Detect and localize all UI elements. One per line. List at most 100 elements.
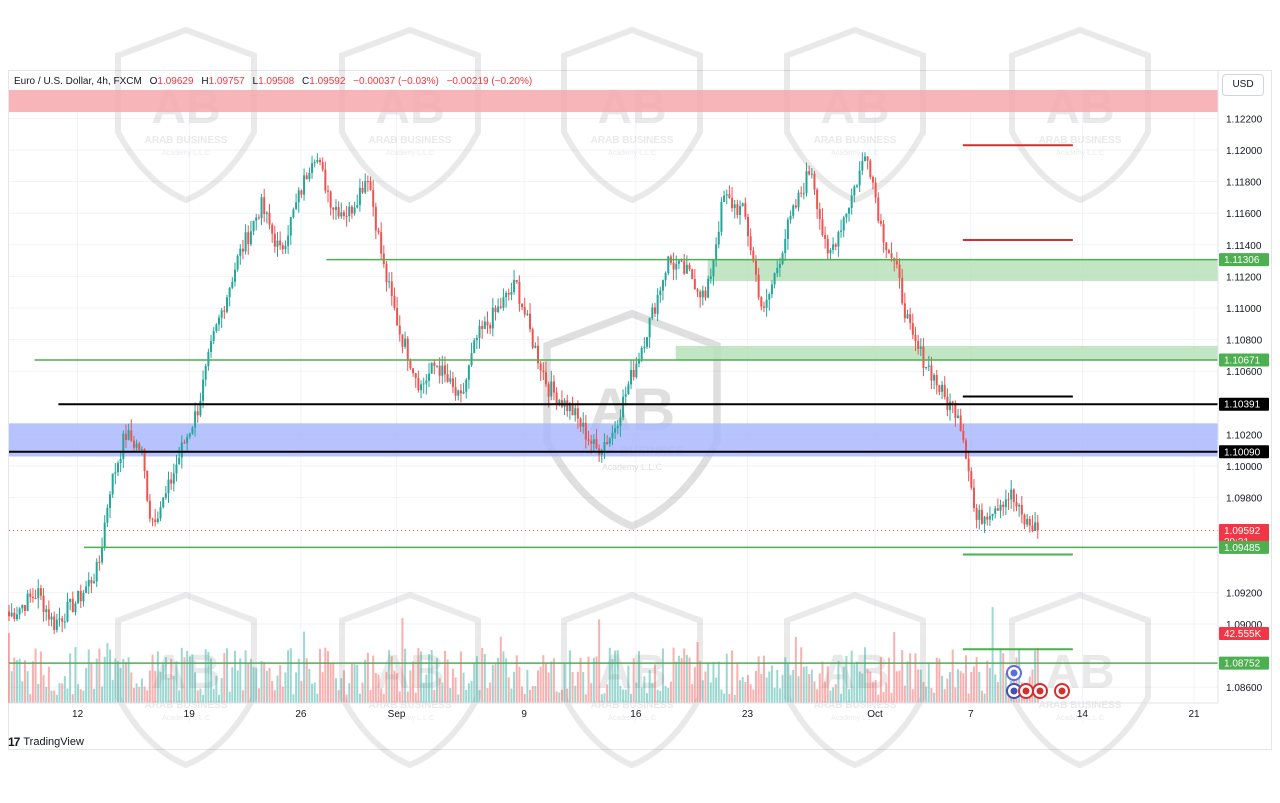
candle [236,255,239,270]
volume-bar [826,666,829,703]
volume-bar [747,675,750,703]
candle [717,231,720,245]
volume-bar [720,689,723,703]
candle [954,403,957,419]
candle [850,195,853,208]
candle [420,384,423,391]
volume-bar [467,683,470,703]
candle [919,346,922,349]
svg-text:1.08752: 1.08752 [1224,659,1261,670]
volume-bar [603,693,606,703]
volume-bar [691,684,694,703]
volume-bar [614,650,617,703]
candle [933,375,936,381]
candle [77,590,80,604]
candle [786,219,789,240]
volume-bar [156,651,159,703]
tradingview-brand[interactable]: TradingView [23,736,84,748]
price-label[interactable]: 42.555K [1219,626,1269,640]
footer: 17 TradingView [8,735,84,749]
volume-bar [680,658,683,703]
candle [87,580,90,587]
price-label[interactable]: 1.11306 [1219,253,1269,266]
volume-bar [21,681,24,703]
candle [31,596,34,599]
candle [542,370,545,373]
price-label[interactable]: 1.09485 [1219,540,1269,554]
candle [61,618,64,622]
candle [861,161,864,171]
candle [249,231,252,245]
volume-bar [810,669,813,703]
volume-bar [308,668,311,703]
volume-bar [414,692,417,703]
volume-bar [263,661,266,703]
candle [74,603,77,613]
candle [595,439,598,449]
volume-bar [18,658,21,703]
volume-bar [430,650,433,703]
volume-bar [792,669,795,703]
candle [8,611,10,617]
candle [132,440,135,448]
candle [810,173,813,175]
volume-bar [861,673,864,703]
watermark-text: ARAB BUSINESS [145,700,228,711]
volume-bar [757,656,760,703]
candle [648,317,651,338]
candle [885,242,888,250]
candle [273,233,276,247]
candle [494,307,497,313]
candle [388,281,391,283]
red-supply-zone[interactable] [9,89,1218,113]
candle [1012,489,1015,502]
volume-bar [717,661,720,703]
y-tick-label: 1.10600 [1226,367,1263,378]
volume-bar [805,666,808,703]
candle [813,173,816,190]
currency-button[interactable]: USD [1222,74,1264,96]
green-zone-upper[interactable] [707,259,1218,282]
candle [521,303,524,308]
volume-bar [202,694,205,703]
price-label[interactable]: 1.10391 [1219,397,1269,411]
price-label[interactable]: 1.08752 [1219,656,1269,670]
candle [816,189,819,210]
candle [917,340,920,349]
candle [941,384,944,392]
volume-bar [175,661,178,703]
candle [457,390,460,396]
symbol-title[interactable]: Euro / U.S. Dollar, 4h, FXCM [14,76,142,87]
candle [943,384,946,397]
candle [858,170,861,186]
candles [8,152,1039,635]
candle [592,439,595,444]
price-label[interactable]: 1.10090 [1219,445,1269,459]
candle [938,385,941,392]
volume-bar [693,667,696,703]
candle [856,185,859,187]
candle [332,207,335,210]
svg-text:1.10090: 1.10090 [1224,447,1261,458]
candle [313,162,316,164]
candle [63,621,66,623]
price-label[interactable]: 1.10671 [1219,353,1269,367]
volume-bar [212,689,215,703]
candle [523,307,526,315]
volume-bar [590,683,593,703]
candle [326,190,329,192]
green-zone-lower[interactable] [675,345,1218,360]
candle [167,479,170,494]
candle [414,373,417,378]
volume-bar [241,690,244,703]
candle [321,162,324,170]
candle [510,291,513,295]
candle [435,365,438,367]
volume-bar [515,655,518,703]
tradingview-logo-icon[interactable]: 17 [8,735,20,749]
volume-bar [334,678,337,703]
volume-bar [627,665,630,703]
volume-bar [919,669,922,703]
volume-bar [685,654,688,703]
